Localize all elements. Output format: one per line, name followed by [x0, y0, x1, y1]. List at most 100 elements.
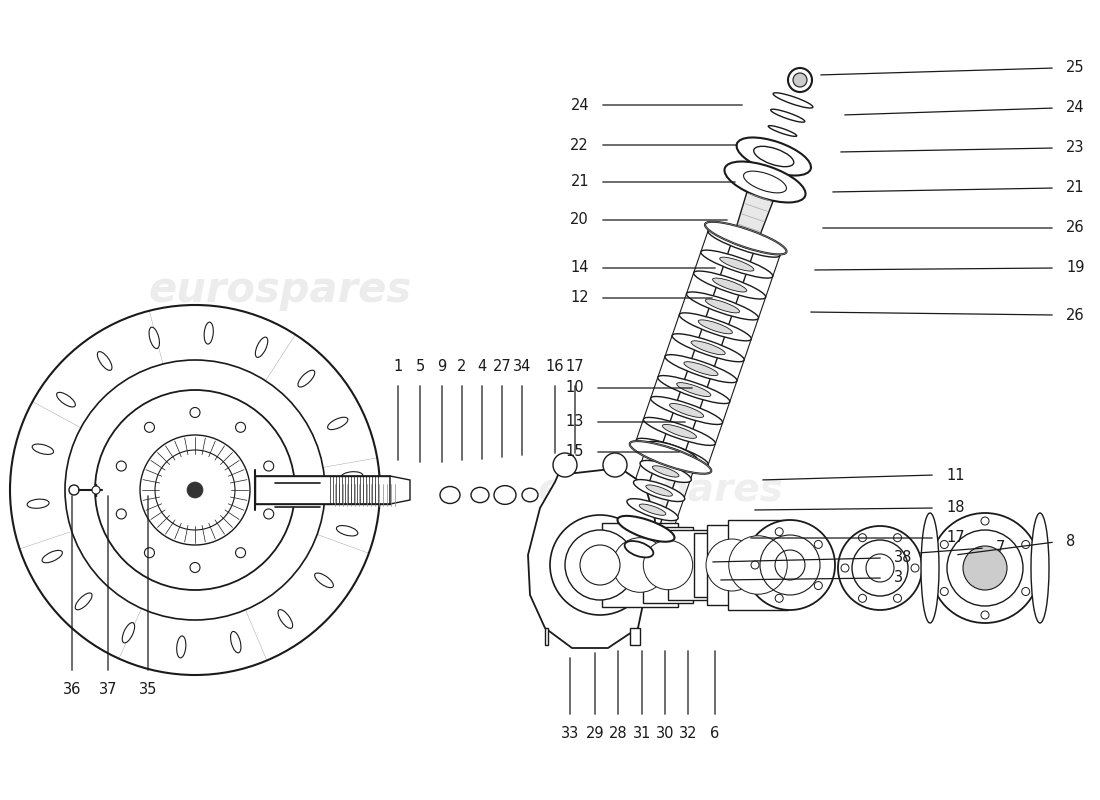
Text: 26: 26 — [1066, 221, 1085, 235]
Circle shape — [852, 540, 907, 596]
Text: 6: 6 — [711, 726, 719, 741]
Polygon shape — [630, 628, 640, 645]
Ellipse shape — [680, 313, 751, 341]
Ellipse shape — [771, 110, 805, 122]
Circle shape — [1022, 541, 1030, 549]
Text: 24: 24 — [571, 98, 588, 113]
Text: eurospares: eurospares — [537, 471, 783, 509]
Ellipse shape — [494, 486, 516, 504]
Text: 12: 12 — [571, 290, 588, 306]
Ellipse shape — [719, 257, 754, 271]
Ellipse shape — [705, 299, 739, 313]
Text: 15: 15 — [565, 445, 584, 459]
Circle shape — [866, 554, 894, 582]
Circle shape — [930, 513, 1040, 623]
Circle shape — [745, 520, 835, 610]
Ellipse shape — [713, 278, 747, 292]
Circle shape — [858, 534, 867, 542]
Ellipse shape — [725, 162, 805, 202]
Polygon shape — [644, 527, 693, 603]
Text: eurospares: eurospares — [148, 269, 411, 311]
Ellipse shape — [177, 636, 186, 658]
Circle shape — [776, 594, 783, 602]
Circle shape — [117, 461, 126, 471]
Ellipse shape — [684, 362, 718, 376]
Text: 37: 37 — [99, 682, 118, 697]
Ellipse shape — [644, 418, 715, 446]
Circle shape — [706, 539, 758, 591]
Ellipse shape — [698, 320, 733, 334]
Polygon shape — [390, 476, 410, 504]
Ellipse shape — [676, 382, 711, 397]
Circle shape — [144, 422, 154, 432]
Text: 26: 26 — [1066, 307, 1085, 322]
Text: 35: 35 — [139, 682, 157, 697]
Text: 13: 13 — [565, 414, 584, 430]
Circle shape — [776, 528, 783, 536]
Circle shape — [117, 509, 126, 519]
Text: 31: 31 — [632, 726, 651, 741]
Polygon shape — [733, 188, 774, 247]
Ellipse shape — [768, 126, 796, 136]
Circle shape — [235, 548, 245, 558]
Text: 7: 7 — [996, 541, 1005, 555]
Ellipse shape — [315, 573, 333, 588]
Text: 25: 25 — [1066, 61, 1085, 75]
Text: 21: 21 — [571, 174, 588, 190]
Ellipse shape — [672, 334, 744, 362]
Polygon shape — [694, 533, 730, 597]
Ellipse shape — [617, 516, 674, 542]
Ellipse shape — [625, 541, 653, 558]
Ellipse shape — [255, 337, 267, 358]
Ellipse shape — [328, 418, 348, 430]
Text: 5: 5 — [416, 359, 425, 374]
Text: 9: 9 — [438, 359, 447, 374]
Text: 18: 18 — [946, 501, 965, 515]
Circle shape — [264, 509, 274, 519]
Ellipse shape — [646, 485, 672, 496]
Ellipse shape — [632, 523, 659, 534]
Text: 33: 33 — [561, 726, 579, 741]
Ellipse shape — [627, 498, 679, 521]
Text: 17: 17 — [565, 359, 584, 374]
Ellipse shape — [701, 250, 773, 278]
Ellipse shape — [522, 488, 538, 502]
Polygon shape — [707, 525, 757, 605]
Ellipse shape — [656, 446, 690, 459]
Text: 4: 4 — [477, 359, 486, 374]
Ellipse shape — [639, 504, 665, 515]
Polygon shape — [668, 530, 712, 600]
Text: 22: 22 — [570, 138, 589, 153]
Text: 36: 36 — [63, 682, 81, 697]
Circle shape — [947, 530, 1023, 606]
Circle shape — [565, 530, 635, 600]
Ellipse shape — [42, 550, 63, 562]
Polygon shape — [528, 468, 654, 648]
Circle shape — [69, 485, 79, 495]
Ellipse shape — [708, 230, 780, 257]
Ellipse shape — [1031, 513, 1049, 623]
Text: 23: 23 — [1066, 141, 1085, 155]
Circle shape — [644, 540, 693, 590]
Text: 8: 8 — [1066, 534, 1076, 550]
Ellipse shape — [471, 487, 490, 502]
Ellipse shape — [341, 472, 363, 481]
Ellipse shape — [122, 622, 134, 643]
Text: 29: 29 — [585, 726, 604, 741]
Ellipse shape — [231, 631, 241, 653]
Ellipse shape — [737, 138, 811, 175]
Circle shape — [235, 422, 245, 432]
Circle shape — [553, 453, 578, 477]
Ellipse shape — [629, 441, 712, 474]
Ellipse shape — [691, 341, 725, 354]
Ellipse shape — [705, 222, 786, 254]
Text: 21: 21 — [1066, 181, 1085, 195]
Ellipse shape — [148, 327, 159, 349]
Text: 30: 30 — [656, 726, 674, 741]
Circle shape — [190, 407, 200, 418]
Ellipse shape — [640, 461, 691, 482]
Circle shape — [981, 517, 989, 525]
Circle shape — [788, 68, 812, 92]
Circle shape — [814, 582, 823, 590]
Ellipse shape — [670, 403, 704, 418]
